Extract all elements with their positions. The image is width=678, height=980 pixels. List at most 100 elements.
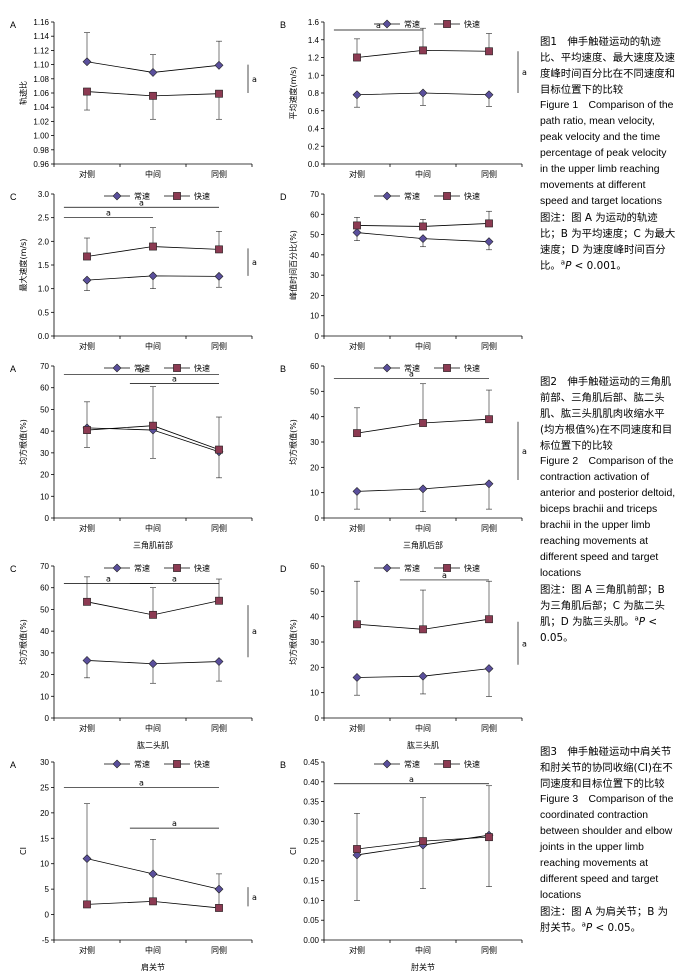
fig1B-y-tick-label: 1.2	[308, 54, 320, 63]
data-point-fast	[419, 837, 427, 846]
legend-marker-fast	[173, 564, 181, 572]
fig2A-y-tick-label: 10	[40, 492, 49, 501]
fig2B-x-tick-label: 同侧	[481, 523, 497, 533]
legend-marker-normal	[112, 563, 122, 573]
data-point-fast	[419, 625, 427, 634]
fig3A-y-tick-label: 0	[45, 911, 50, 920]
data-point-normal	[352, 90, 362, 100]
fig2A-y-tick-label: 30	[40, 449, 49, 458]
fig3B-x-tick-label: 对侧	[349, 945, 365, 955]
fig1B-series-normal	[352, 88, 494, 108]
chart-fig1D: D 0 10 20 30 40 50 60 70 对侧 中间 同侧 峰值时间百分比(%) 常速 快速	[274, 188, 540, 358]
data-point-fast	[485, 833, 493, 842]
fig1D-x-tick-label: 对侧	[349, 341, 365, 351]
fig2D-y-tick-label: 0	[315, 714, 320, 723]
fig2A-legend: 常速 快速	[104, 363, 210, 373]
fig3A-sig-label: a	[139, 778, 144, 787]
fig1D-y-tick-label: 10	[310, 312, 319, 321]
fig3B-y-tick-label: 0.20	[303, 857, 319, 866]
legend-marker-fast	[443, 564, 451, 572]
fig1C-y-tick-label: 1.5	[38, 261, 50, 270]
data-point-normal	[352, 673, 362, 682]
data-point-fast	[215, 445, 223, 454]
data-point-normal	[418, 234, 428, 244]
legend-label-normal: 常速	[134, 564, 150, 573]
fig1D-y-tick-label: 70	[310, 190, 319, 199]
fig2B-y-axis-label: 均方根值(%)	[288, 419, 298, 465]
fig1C-svg: C 0.0 0.5 1.0 1.5 2.0 2.5 3.0 对侧 中间 同侧 最大速度(m/s) 常速 快…	[10, 190, 257, 351]
fig1B-x-tick-label: 对侧	[349, 169, 365, 179]
fig1A-y-tick-label: 0.98	[33, 146, 49, 155]
data-point-normal	[82, 57, 92, 67]
fig1B-y-axis-label: 平均速度(m/s)	[288, 67, 298, 120]
legend-label-fast: 快速	[464, 759, 480, 769]
figure-1-title-en: Figure 1 Comparison of the path ratio, m…	[540, 100, 674, 207]
chart-fig1A: A 0.96 0.98 1.00 1.02 1.04 1.06 1.08 1.10 1.12 1.1…	[4, 16, 270, 186]
chart-fig2A: A 0 10 20 30 40 50 60 70 对侧 中间 同侧 三角肌前部 均方根值(%) 常速 快速 a a	[4, 360, 270, 556]
data-point-normal	[484, 664, 494, 674]
fig1A-y-tick-label: 1.06	[33, 89, 49, 98]
fig1B-sig-label: a	[376, 21, 381, 30]
data-point-fast	[485, 47, 493, 56]
fig1D-y-tick-label: 40	[310, 251, 319, 260]
fig1B-y-tick-label: 0.6	[308, 107, 320, 116]
fig1A-x-tick-label: 对侧	[79, 169, 95, 179]
chart-fig3B: B 0.00 0.05 0.10 0.15 0.20 0.25 0.30 0.35 0.40 0.4…	[274, 756, 540, 978]
legend-label-fast: 快速	[194, 191, 210, 201]
fig1B-y-tick-label: 0.8	[308, 89, 320, 98]
fig3B-series-fast	[353, 833, 493, 853]
fig1C-y-tick-label: 1.0	[38, 285, 50, 294]
data-point-normal	[484, 479, 494, 489]
legend-marker-normal	[112, 363, 122, 373]
fig2C-y-tick-label: 10	[40, 692, 49, 701]
fig2C-x-tick-label: 中间	[145, 723, 161, 733]
fig1A-y-tick-label: 1.14	[33, 32, 49, 41]
fig2D-panel-letter: D	[280, 564, 287, 574]
data-point-fast	[215, 596, 223, 605]
fig2D-y-tick-label: 30	[310, 638, 319, 647]
fig1C-series-normal	[82, 271, 224, 291]
fig2A-y-tick-label: 60	[40, 384, 49, 393]
legend-label-normal: 常速	[134, 364, 150, 373]
data-point-normal	[148, 659, 158, 669]
data-point-fast	[215, 245, 223, 254]
fig2A-sig-label: a	[172, 374, 177, 383]
fig1A-series-normal	[82, 32, 224, 77]
fig3B-panel-letter: B	[280, 760, 286, 770]
fig2C-y-tick-label: 40	[40, 627, 49, 636]
data-point-normal	[484, 90, 494, 100]
fig1C-x-tick-label: 同侧	[211, 341, 227, 351]
fig2C-panel-letter: C	[10, 564, 17, 574]
fig1B-y-tick-label: 1.4	[308, 36, 320, 45]
fig2A-x-tick-label: 中间	[145, 523, 161, 533]
fig3B-svg: B 0.00 0.05 0.10 0.15 0.20 0.25 0.30 0.35 0.40 0.4…	[280, 758, 523, 972]
fig3B-y-tick-label: 0.45	[303, 758, 319, 767]
legend-marker-fast	[173, 364, 181, 372]
legend-label-normal: 常速	[404, 760, 420, 769]
legend-label-fast: 快速	[464, 363, 480, 373]
legend-label-normal: 常速	[404, 564, 420, 573]
legend-label-fast: 快速	[194, 759, 210, 769]
fig1A-y-tick-label: 1.16	[33, 18, 49, 27]
fig2C-x-tick-label: 同侧	[211, 723, 227, 733]
data-point-normal	[214, 60, 224, 70]
fig2C-x-tick-label: 对侧	[79, 723, 95, 733]
fig1B-sig-vbar-label: a	[522, 68, 527, 77]
data-point-normal	[214, 657, 224, 666]
fig3B-y-tick-label: 0.35	[303, 798, 319, 807]
data-point-normal	[82, 275, 92, 285]
legend-label-normal: 常速	[134, 760, 150, 769]
fig2B-y-tick-label: 50	[310, 387, 319, 396]
fig1B-panel-letter: B	[280, 20, 286, 30]
fig2C-y-tick-label: 50	[40, 605, 49, 614]
fig1B-series-fast	[353, 27, 493, 62]
figure-3-title-zh: 图3 伸手触碰运动中肩关节和肘关节的协同收缩(CI)在不同速度和目标位置下的比较	[540, 746, 673, 790]
fig3A-y-tick-label: 15	[40, 834, 49, 843]
data-point-fast	[419, 46, 427, 55]
fig1B-legend: 常速 快速	[374, 19, 480, 29]
fig1D-legend: 常速 快速	[374, 191, 480, 201]
data-point-fast	[353, 620, 361, 629]
legend-marker-normal	[382, 759, 392, 769]
fig1C-y-axis-label: 最大速度(m/s)	[18, 239, 28, 292]
fig2D-y-tick-label: 10	[310, 689, 319, 698]
